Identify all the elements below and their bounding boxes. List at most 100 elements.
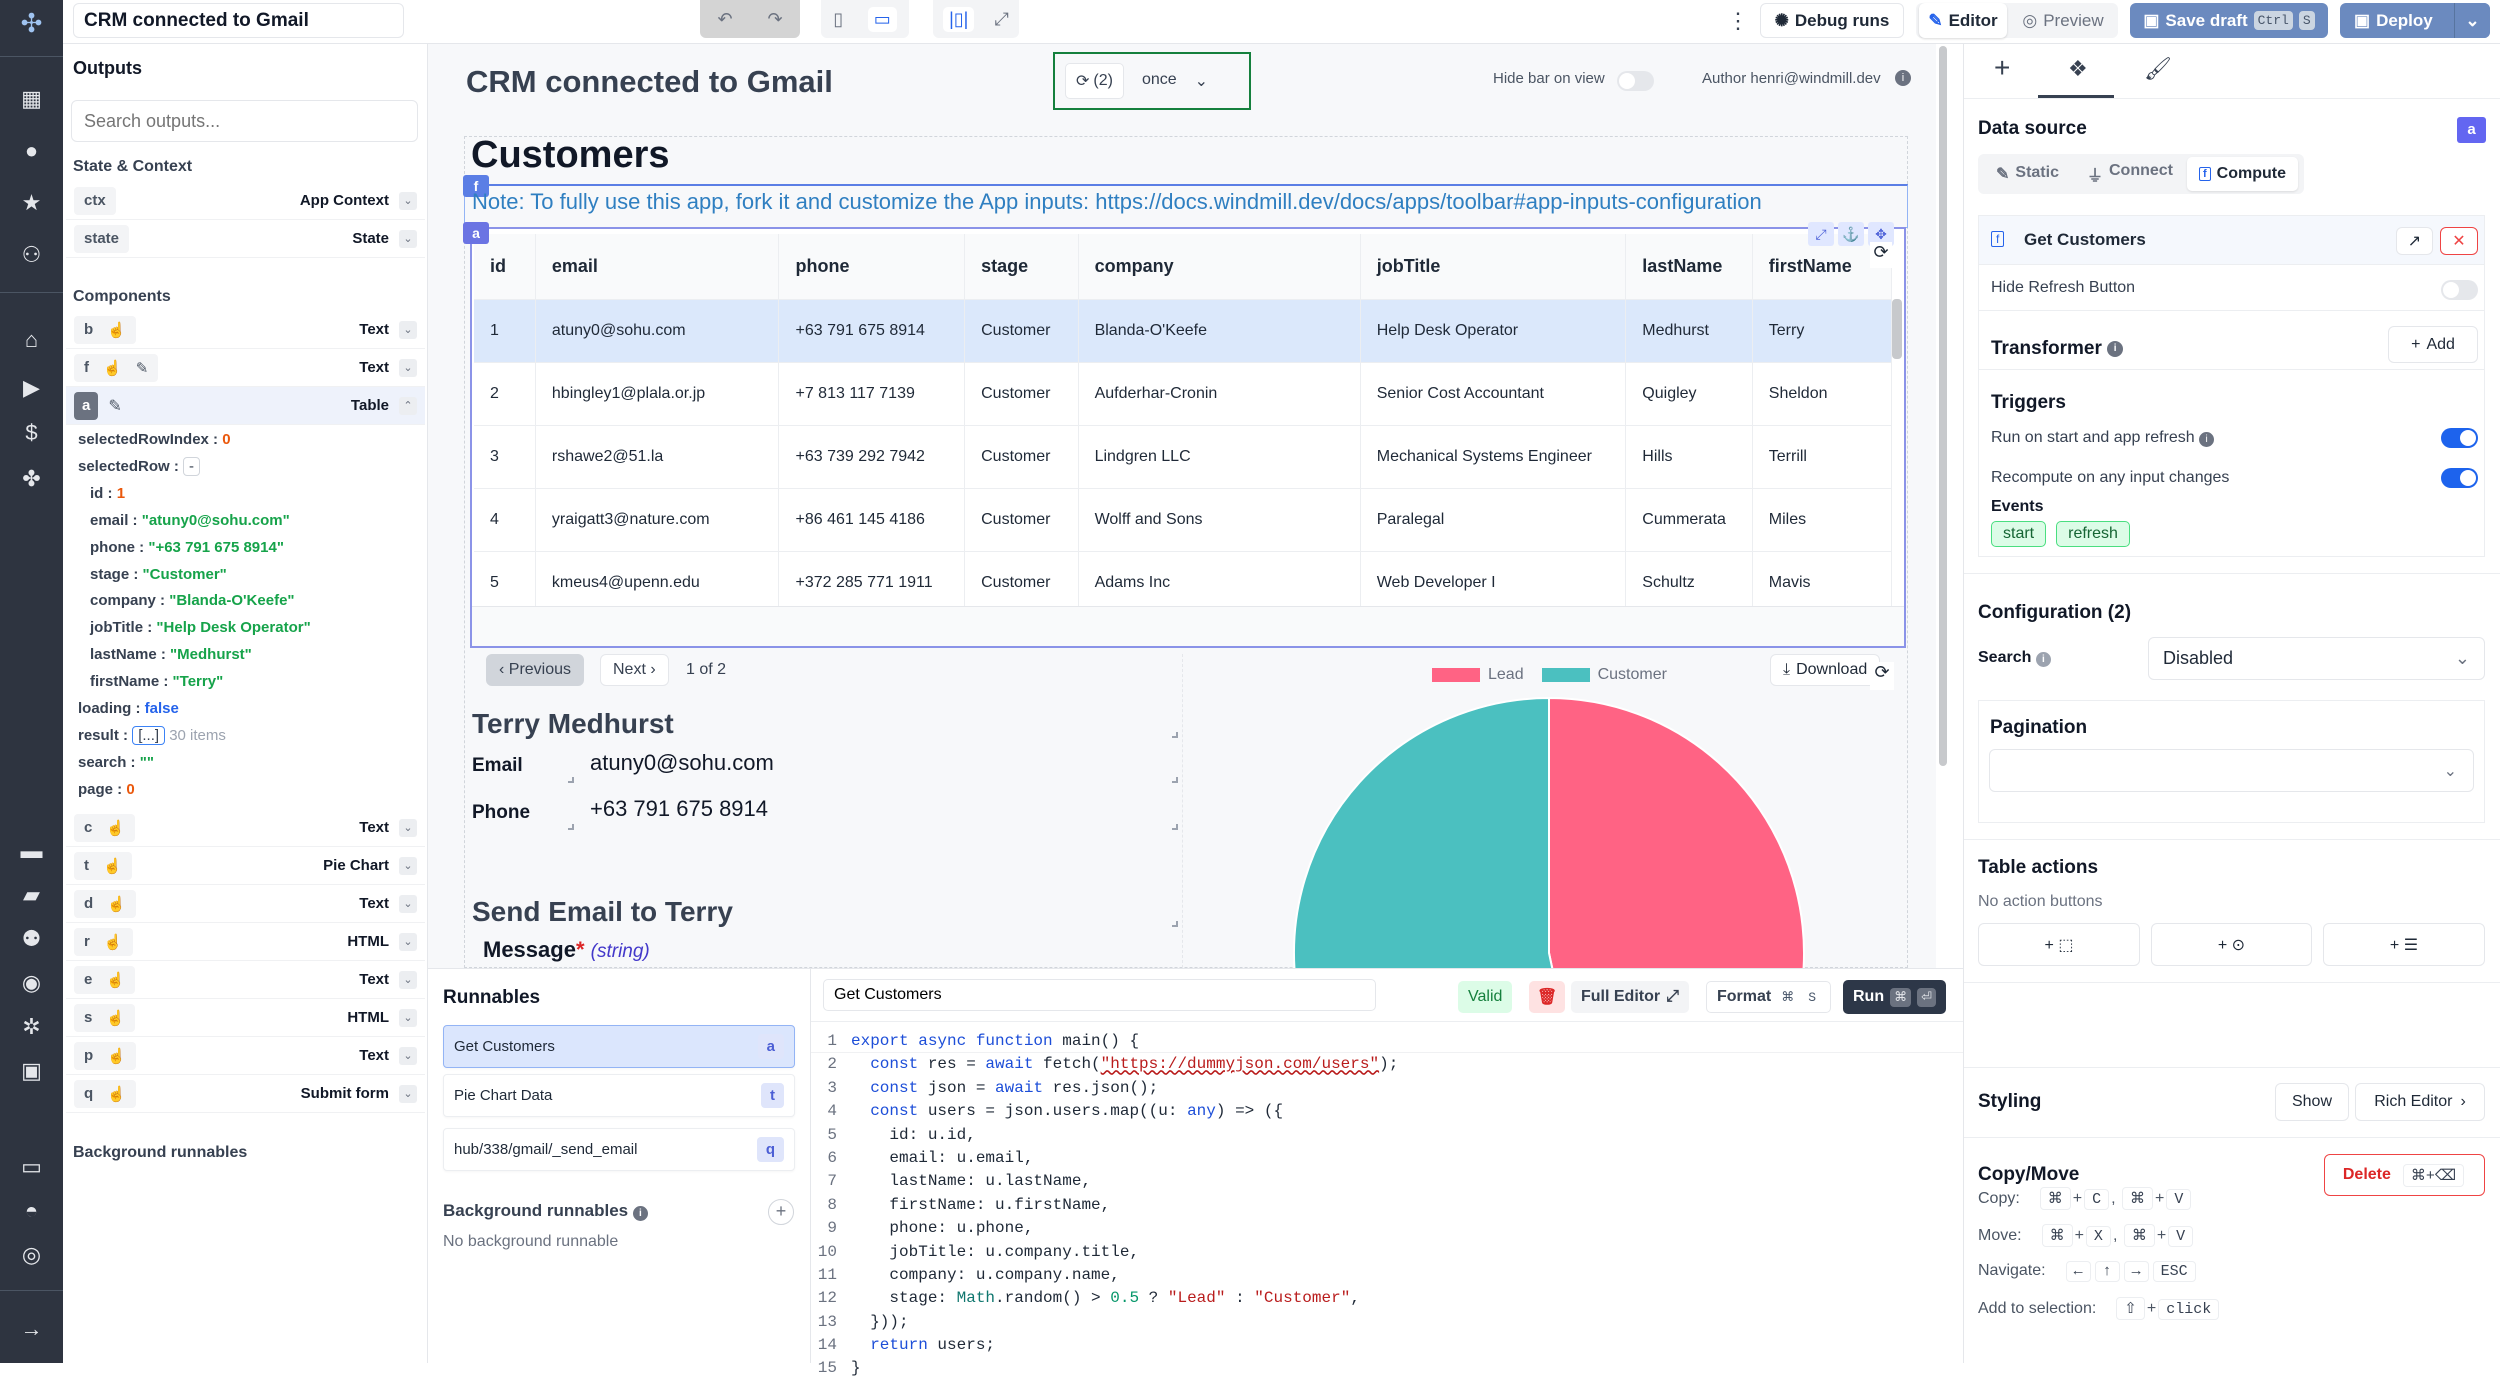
full-editor-button[interactable]: Full Editor ⤢: [1571, 981, 1689, 1013]
component-row-a[interactable]: a ✎ Table ⌃: [66, 387, 425, 425]
component-badge-f[interactable]: f: [463, 175, 489, 197]
expand-result-button[interactable]: [...]: [132, 725, 166, 745]
user-icon[interactable]: ●: [24, 138, 39, 163]
settings-tab-components-icon[interactable]: ❖: [2068, 56, 2088, 81]
runnable-item[interactable]: hub/338/gmail/_send_email q: [443, 1128, 795, 1171]
chevron-down-icon[interactable]: ⌄: [399, 191, 417, 210]
search-outputs-input[interactable]: [71, 100, 418, 142]
table-row[interactable]: 3 rshawe2@51.la +63 739 292 7942 Customer Li…: [474, 424, 1893, 488]
next-page-button[interactable]: Next ›: [600, 654, 669, 686]
windmill-logo-icon[interactable]: ✣: [20, 8, 43, 38]
recompute-toggle[interactable]: [2441, 468, 2478, 488]
canvas-scrollbar[interactable]: [1936, 44, 1950, 968]
refresh-button[interactable]: ⟳ (2): [1065, 63, 1124, 99]
previous-page-button[interactable]: ‹ Previous: [486, 654, 585, 686]
undo-icon[interactable]: ↶: [717, 8, 733, 29]
more-menu-icon[interactable]: ⋮: [1727, 8, 1749, 33]
add-button-action[interactable]: + ⬚: [1978, 923, 2140, 966]
anchor-icon[interactable]: ⚓: [1838, 222, 1864, 246]
table-row[interactable]: 4 yraigatt3@nature.com +86 461 145 4186 Cus…: [474, 487, 1893, 551]
chart-refresh-icon[interactable]: ⟳: [1870, 662, 1894, 690]
eye-icon[interactable]: ◉: [21, 970, 42, 995]
star-icon[interactable]: ★: [21, 190, 42, 215]
component-row-state[interactable]: state State ⌄: [66, 220, 425, 258]
column-header-lastName[interactable]: lastName: [1625, 234, 1753, 299]
chevron-down-icon[interactable]: ⌄: [399, 229, 417, 248]
expand-arrow-icon[interactable]: →: [20, 1316, 43, 1341]
table-row[interactable]: 1 atuny0@sohu.com +63 791 675 8914 Customer…: [474, 298, 1893, 362]
pie-slice-lead[interactable]: [1548, 696, 1805, 968]
column-header-stage[interactable]: stage: [964, 234, 1079, 299]
search-mode-select[interactable]: Disabled ⌄: [2148, 637, 2485, 680]
format-button[interactable]: Format ⌘ S: [1706, 981, 1832, 1013]
add-transformer-button[interactable]: + Add: [2388, 326, 2478, 363]
deploy-dropdown[interactable]: ⌄: [2454, 3, 2490, 38]
component-row-e[interactable]: e ☝ Text ⌄: [66, 961, 425, 999]
folder-icon[interactable]: ▰: [23, 882, 40, 907]
groups-icon[interactable]: ⚉: [21, 926, 42, 951]
runnable-item[interactable]: Get Customers a: [443, 1025, 795, 1068]
refresh-mode-select[interactable]: once ⌄: [1141, 71, 1209, 90]
tab-connect[interactable]: ⏚ Connect: [2086, 162, 2173, 185]
component-badge-a[interactable]: a: [463, 222, 489, 244]
calendar-icon[interactable]: ▬: [20, 838, 43, 863]
chevron-down-icon[interactable]: ⌄: [399, 320, 417, 339]
pagination-select[interactable]: ⌄: [1989, 749, 2474, 792]
component-row-ctx[interactable]: ctx App Context ⌄: [66, 182, 425, 220]
component-row-q[interactable]: q ☝ Submit form ⌄: [66, 1075, 425, 1113]
table-row[interactable]: 5 kmeus4@upenn.edu +372 285 771 1911 Custom…: [474, 550, 1893, 614]
mobile-icon[interactable]: ▯: [833, 8, 844, 29]
download-button[interactable]: ⤓ Download: [1770, 654, 1881, 686]
chevron-down-icon[interactable]: ⌄: [399, 856, 417, 875]
preview-mode-button[interactable]: ◎ Preview: [2022, 10, 2104, 30]
runnable-item[interactable]: Pie Chart Data t: [443, 1074, 795, 1117]
home-icon[interactable]: ⌂: [24, 327, 39, 352]
component-row-d[interactable]: d ☝ Text ⌄: [66, 885, 425, 923]
chevron-down-icon[interactable]: ⌄: [399, 358, 417, 377]
chevron-down-icon[interactable]: ⌄: [399, 1008, 417, 1027]
save-draft-button[interactable]: ▣ Save draft Ctrl S: [2130, 3, 2328, 38]
hide-bar-toggle[interactable]: [1617, 71, 1654, 91]
table-refresh-icon[interactable]: ⟳: [1870, 242, 1892, 268]
bot-icon[interactable]: ▣: [21, 1058, 42, 1083]
add-background-runnable-button[interactable]: +: [768, 1199, 794, 1225]
insert-tab-plus-icon[interactable]: +: [1994, 52, 2011, 83]
fixed-width-icon[interactable]: |▯|: [943, 6, 975, 32]
component-row-t[interactable]: t ☝ Pie Chart ⌄: [66, 847, 425, 885]
tab-static[interactable]: ✎ Static: [1996, 164, 2059, 183]
chevron-down-icon[interactable]: ⌄: [399, 894, 417, 913]
github-icon[interactable]: ◎: [21, 1242, 42, 1267]
delete-runnable-button[interactable]: 🗑: [1529, 981, 1566, 1013]
chevron-down-icon[interactable]: ⌄: [399, 970, 417, 989]
tab-compute[interactable]: f Compute: [2187, 157, 2298, 191]
app-title-input[interactable]: [73, 3, 404, 38]
column-header-id[interactable]: id: [474, 234, 536, 299]
hide-refresh-toggle[interactable]: [2441, 280, 2478, 300]
column-header-email[interactable]: email: [535, 234, 780, 299]
fullwidth-icon[interactable]: ⤢: [994, 8, 1009, 29]
styling-tab-brush-icon[interactable]: 🖌: [2144, 56, 2172, 81]
add-toggle-action[interactable]: + ⊙: [2151, 923, 2312, 966]
play-icon[interactable]: ▶: [23, 375, 40, 400]
runnable-name-input[interactable]: [823, 979, 1376, 1011]
rich-editor-button[interactable]: Rich Editor ›: [2355, 1083, 2485, 1121]
component-row-f[interactable]: f ☝ ✎ Text ⌄: [66, 349, 425, 387]
resources-icon[interactable]: ✤: [22, 466, 41, 491]
run-button[interactable]: Run ⌘ ⏎: [1843, 980, 1947, 1014]
chevron-down-icon[interactable]: ⌄: [399, 932, 417, 951]
component-row-c[interactable]: c ☝ Text ⌄: [66, 809, 425, 847]
remove-runnable-button[interactable]: ✕: [2440, 227, 2478, 255]
chevron-down-icon[interactable]: ⌄: [399, 818, 417, 837]
redo-icon[interactable]: ↷: [767, 8, 783, 29]
table-row[interactable]: 2 hbingley1@plala.or.jp +7 813 117 7139 Cus…: [474, 361, 1893, 425]
run-on-start-toggle[interactable]: [2441, 428, 2478, 448]
code-editor[interactable]: 1 export async function main() {2 const r…: [811, 1030, 1964, 1381]
debug-runs-button[interactable]: ✺ Debug runs: [1760, 3, 1904, 38]
workspace-icon[interactable]: ▦: [21, 86, 42, 111]
settings-icon[interactable]: ✲: [22, 1014, 41, 1039]
chevron-down-icon[interactable]: ⌄: [399, 1084, 417, 1103]
show-styling-button[interactable]: Show: [2275, 1083, 2349, 1121]
table-scrollbar[interactable]: [1892, 299, 1902, 359]
docs-icon[interactable]: ▭: [21, 1154, 42, 1179]
editor-mode-button[interactable]: ✎ Editor: [1919, 3, 2007, 38]
